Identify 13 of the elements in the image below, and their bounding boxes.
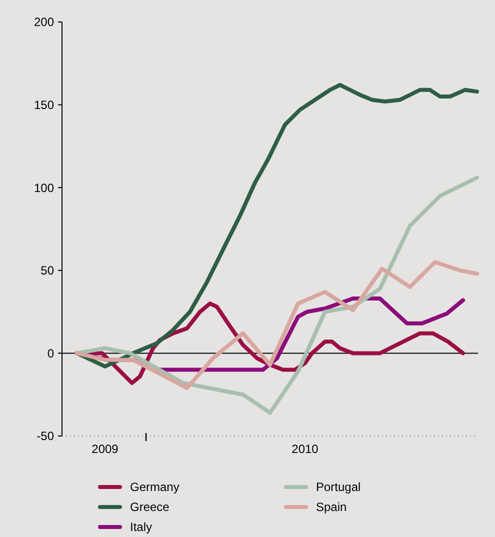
legend-label: Italy	[130, 520, 152, 534]
y-tick-label: -50	[36, 429, 54, 444]
legend-label: Portugal	[316, 480, 361, 494]
legend-label: Spain	[316, 500, 347, 514]
y-tick-label: 50	[40, 264, 54, 278]
legend-label: Germany	[130, 480, 180, 494]
x-tick-label: 2009	[92, 442, 119, 456]
y-tick-label: 200	[34, 15, 54, 30]
y-tick-label: 0	[47, 346, 54, 360]
legend-label: Greece	[130, 500, 170, 514]
y-tick-label: 150	[34, 98, 54, 112]
y-tick-label: 100	[34, 180, 54, 195]
x-tick-label: 2010	[292, 442, 319, 456]
